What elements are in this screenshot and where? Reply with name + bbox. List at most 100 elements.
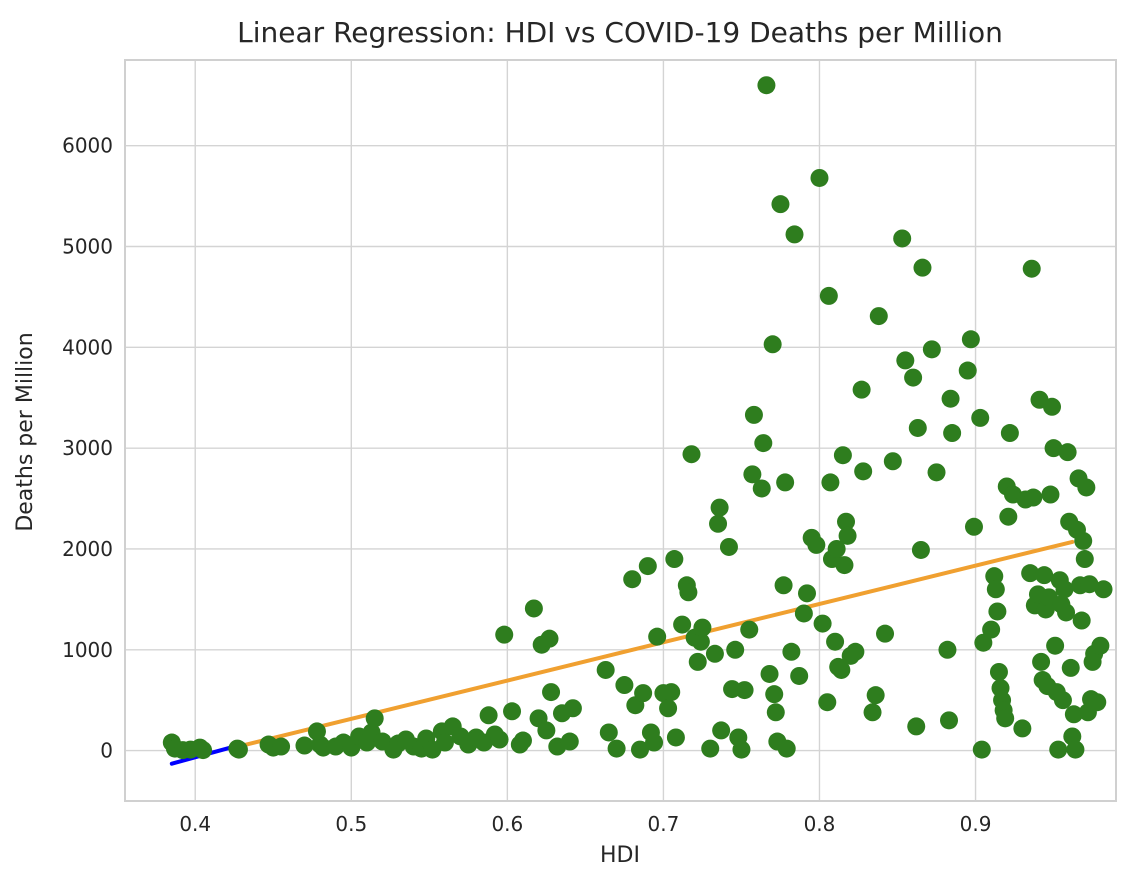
data-point — [982, 620, 1001, 639]
x-tick-label: 0.6 — [491, 812, 523, 836]
regression-lines — [169, 539, 1075, 766]
data-point — [1044, 439, 1063, 458]
data-point — [883, 452, 902, 471]
data-point — [693, 618, 712, 637]
data-point — [1077, 478, 1096, 497]
data-point — [964, 517, 983, 536]
data-point — [782, 642, 801, 661]
data-point — [435, 733, 454, 752]
grid-layer — [125, 60, 1116, 801]
data-point — [1091, 636, 1110, 655]
x-tick-label: 0.7 — [648, 812, 680, 836]
data-point — [631, 740, 650, 759]
data-point — [503, 702, 522, 721]
data-point — [854, 462, 873, 481]
y-tick-label: 5000 — [62, 235, 113, 259]
data-point — [495, 625, 514, 644]
data-point — [615, 676, 634, 695]
data-point — [866, 686, 885, 705]
data-point — [194, 741, 213, 760]
data-point — [1053, 691, 1072, 710]
data-point — [896, 351, 915, 370]
data-point — [813, 614, 832, 633]
data-point — [542, 683, 561, 702]
tick-labels: 0.4 0.5 0.6 0.7 0.8 0.9 0 1000 2000 3000 4000 5000 6… — [62, 134, 991, 836]
data-point — [835, 556, 854, 575]
data-point — [958, 361, 977, 380]
data-point — [665, 550, 684, 569]
data-point — [705, 644, 724, 663]
data-point — [1058, 443, 1077, 462]
data-point — [754, 434, 773, 453]
data-point — [1000, 424, 1019, 443]
data-point — [648, 627, 667, 646]
data-point — [1074, 531, 1093, 550]
data-point — [852, 380, 871, 399]
data-point — [989, 662, 1008, 681]
data-point — [757, 76, 776, 95]
data-point — [794, 604, 813, 623]
data-point — [908, 418, 927, 437]
data-point — [229, 740, 248, 759]
data-point — [1064, 705, 1083, 724]
data-point — [797, 584, 816, 603]
data-point — [1072, 611, 1091, 630]
data-point — [1024, 488, 1043, 507]
data-point — [623, 570, 642, 589]
data-point — [826, 632, 845, 651]
data-point — [272, 737, 291, 756]
data-point — [709, 514, 728, 533]
data-point — [1055, 580, 1074, 599]
data-point — [479, 706, 498, 725]
data-point — [961, 330, 980, 349]
data-point — [1066, 740, 1085, 759]
data-point — [1043, 397, 1062, 416]
data-point — [712, 721, 731, 740]
y-tick-label: 4000 — [62, 335, 113, 359]
x-axis-label: HDI — [600, 843, 640, 868]
data-point — [1013, 719, 1032, 738]
data-point — [940, 711, 959, 730]
data-point — [1094, 580, 1113, 599]
data-point — [560, 732, 579, 751]
data-point — [821, 473, 840, 492]
data-point — [662, 683, 681, 702]
data-point — [638, 557, 657, 576]
chart-title: Linear Regression: HDI vs COVID-19 Death… — [237, 16, 1003, 49]
data-point — [927, 463, 946, 482]
y-axis-label: Deaths per Million — [13, 332, 38, 531]
data-point — [726, 640, 745, 659]
data-point — [1032, 652, 1051, 671]
data-point — [743, 465, 762, 484]
x-tick-label: 0.5 — [335, 812, 367, 836]
data-point — [807, 535, 826, 554]
data-point — [785, 225, 804, 244]
data-point — [985, 567, 1004, 586]
data-point — [1035, 566, 1054, 585]
data-point — [607, 739, 626, 758]
data-point — [766, 703, 785, 722]
data-point — [771, 195, 790, 214]
data-point — [740, 620, 759, 639]
plot-frame — [124, 59, 1117, 802]
data-point — [295, 736, 314, 755]
data-point — [513, 731, 532, 750]
data-point — [971, 408, 990, 427]
data-point — [938, 640, 957, 659]
data-point — [837, 512, 856, 531]
x-tick-label: 0.8 — [804, 812, 836, 836]
x-tick-label: 0.4 — [179, 812, 211, 836]
data-point — [673, 615, 692, 634]
data-point — [732, 740, 751, 759]
y-tick-label: 2000 — [62, 537, 113, 561]
data-point — [846, 642, 865, 661]
data-point — [765, 685, 784, 704]
data-point — [972, 740, 991, 759]
data-point — [645, 733, 664, 752]
data-point — [524, 599, 543, 618]
data-point — [490, 730, 509, 749]
data-point — [719, 537, 738, 556]
y-tick-label: 6000 — [62, 134, 113, 158]
data-point — [907, 717, 926, 736]
